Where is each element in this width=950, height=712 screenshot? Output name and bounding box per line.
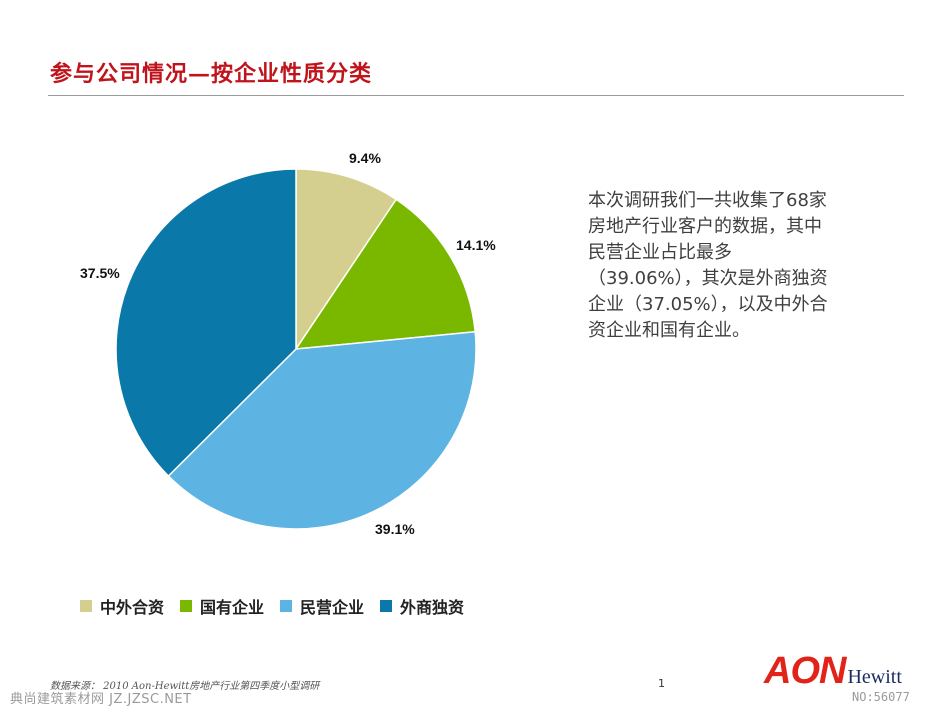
- description-line: （39.06%），其次是外商独资: [588, 268, 828, 289]
- description-line: 民营企业占比最多: [588, 242, 732, 263]
- legend-swatch: [80, 600, 92, 612]
- legend-label: 国有企业: [200, 598, 265, 617]
- legend-label: 民营企业: [300, 598, 365, 617]
- legend-swatch: [180, 600, 193, 612]
- description-text: 本次调研我们一共收集了68家 房地产行业客户的数据，其中 民营企业占比最多 （3…: [588, 188, 878, 344]
- logo-hewitt-text: Hewitt: [847, 666, 902, 688]
- pie-slice-joint-venture: [295, 168, 398, 352]
- data-label-foreign-owned: 37.5%: [80, 265, 120, 281]
- legend-label: 外商独资: [400, 598, 465, 617]
- pie-slice-state-owned: [294, 198, 476, 350]
- page-number: 1: [658, 677, 665, 690]
- site-watermark: 典尚建筑素材网 JZ.JZSC.NET: [10, 692, 192, 707]
- data-source-note: 数据来源： 2010 Aon-Hewitt房地产行业第四季度小型调研: [50, 681, 320, 692]
- description-line: 房地产行业客户的数据，其中: [588, 216, 822, 237]
- legend-label: 中外合资: [100, 598, 165, 617]
- legend-item-private: 民营企业: [280, 594, 364, 618]
- aon-hewitt-logo: AON Hewitt: [764, 650, 902, 693]
- pie-slice-private: [167, 330, 477, 530]
- description-line: 资企业和国有企业。: [588, 320, 750, 341]
- legend-swatch: [280, 600, 293, 612]
- data-label-state-owned: 14.1%: [456, 237, 496, 253]
- legend-swatch: [380, 600, 393, 612]
- data-label-joint-venture: 9.4%: [349, 150, 381, 166]
- chart-legend: 中外合资 国有企业 民营企业 外商独资: [80, 594, 464, 618]
- legend-item-state-owned: 国有企业: [180, 594, 264, 618]
- title-divider: [48, 95, 904, 96]
- logo-aon-text: AON: [764, 650, 846, 692]
- description-line: 企业（37.05%），以及中外合: [588, 294, 828, 315]
- legend-item-foreign-owned: 外商独资: [380, 594, 464, 618]
- data-label-private: 39.1%: [375, 521, 415, 537]
- description-line: 本次调研我们一共收集了68家: [588, 190, 827, 211]
- page-title: 参与公司情况—按企业性质分类: [50, 61, 373, 87]
- id-watermark: NO:56077: [852, 690, 910, 704]
- legend-item-joint-venture: 中外合资: [80, 594, 164, 618]
- pie-slice-foreign-owned: [115, 168, 297, 478]
